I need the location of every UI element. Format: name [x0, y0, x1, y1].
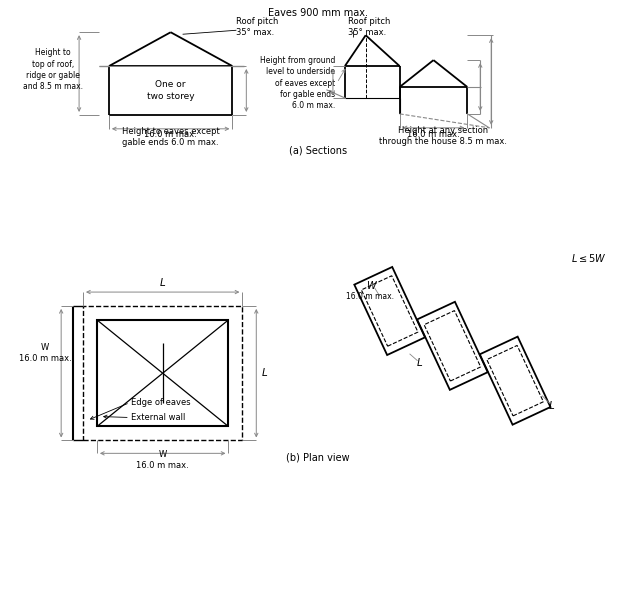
Text: 16.0 m max.: 16.0 m max. — [144, 131, 197, 139]
Text: Height at any section
through the house 8.5 m max.: Height at any section through the house … — [380, 126, 508, 146]
Text: L: L — [261, 368, 267, 378]
Text: 16.0 m max.: 16.0 m max. — [407, 131, 460, 139]
Text: One or
two storey: One or two storey — [147, 81, 195, 100]
Text: Roof pitch
35° max.: Roof pitch 35° max. — [237, 17, 279, 38]
Text: Height to
top of roof,
ridge or gable
and 8.5 m max.: Height to top of roof, ridge or gable an… — [23, 49, 83, 91]
Text: W
16.0 m max.: W 16.0 m max. — [136, 450, 189, 471]
Text: Eaves 900 mm max.: Eaves 900 mm max. — [268, 9, 368, 18]
Text: Roof pitch
35° max.: Roof pitch 35° max. — [348, 17, 391, 38]
Text: W
16.0 m max.: W 16.0 m max. — [19, 343, 72, 363]
Text: (a) Sections: (a) Sections — [289, 146, 347, 156]
Text: Edge of eaves: Edge of eaves — [131, 398, 190, 407]
Text: Height from ground
level to underside
of eaves except
for gable ends
6.0 m max.: Height from ground level to underside of… — [259, 56, 335, 110]
Text: Height to eaves except
gable ends 6.0 m max.: Height to eaves except gable ends 6.0 m … — [121, 127, 219, 147]
Text: (b) Plan view: (b) Plan view — [286, 452, 350, 463]
Text: W: W — [366, 281, 376, 291]
Text: $L \leq 5W$: $L \leq 5W$ — [571, 252, 607, 264]
Text: External wall: External wall — [131, 413, 185, 422]
Text: 16.0 m max.: 16.0 m max. — [346, 291, 394, 301]
Text: L: L — [549, 400, 555, 410]
Text: L: L — [417, 358, 422, 368]
Text: L: L — [160, 278, 165, 288]
